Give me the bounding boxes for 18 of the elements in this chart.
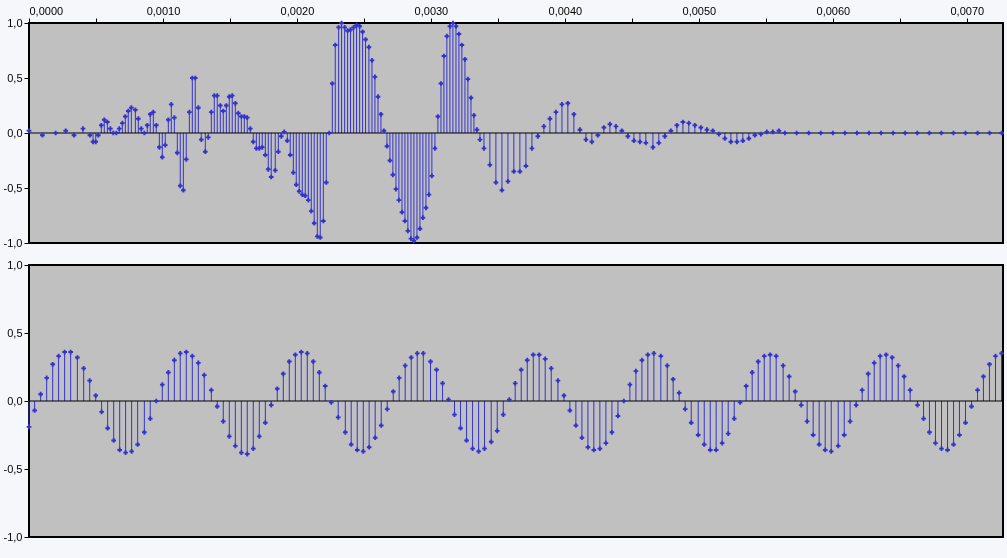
y-tick-label: 0,0 <box>7 126 23 139</box>
y-tick-label: -0,5 <box>3 181 23 194</box>
x-tick-label: 0,0030 <box>414 4 449 17</box>
y-tick-label: -1,0 <box>3 236 23 249</box>
x-tick-label: 0,0040 <box>548 4 583 17</box>
x-tick-label: 0,0050 <box>682 4 717 17</box>
y-tick-label: 1,0 <box>7 258 23 271</box>
y-tick-label: -0,5 <box>3 462 23 475</box>
y-tick-label: 1,0 <box>7 16 23 29</box>
y-tick-label: 0,5 <box>7 326 23 339</box>
x-tick-label: 0,0010 <box>146 4 181 17</box>
y-tick-label: 0,5 <box>7 71 23 84</box>
y-tick-label: -1,0 <box>3 530 23 543</box>
x-tick-label: 0,0000 <box>29 4 64 17</box>
x-tick-label: 0,0070 <box>950 4 985 17</box>
x-tick-label: 0,0060 <box>816 4 851 17</box>
x-tick-label: 0,0020 <box>280 4 315 17</box>
y-tick-label: 0,0 <box>7 394 23 407</box>
